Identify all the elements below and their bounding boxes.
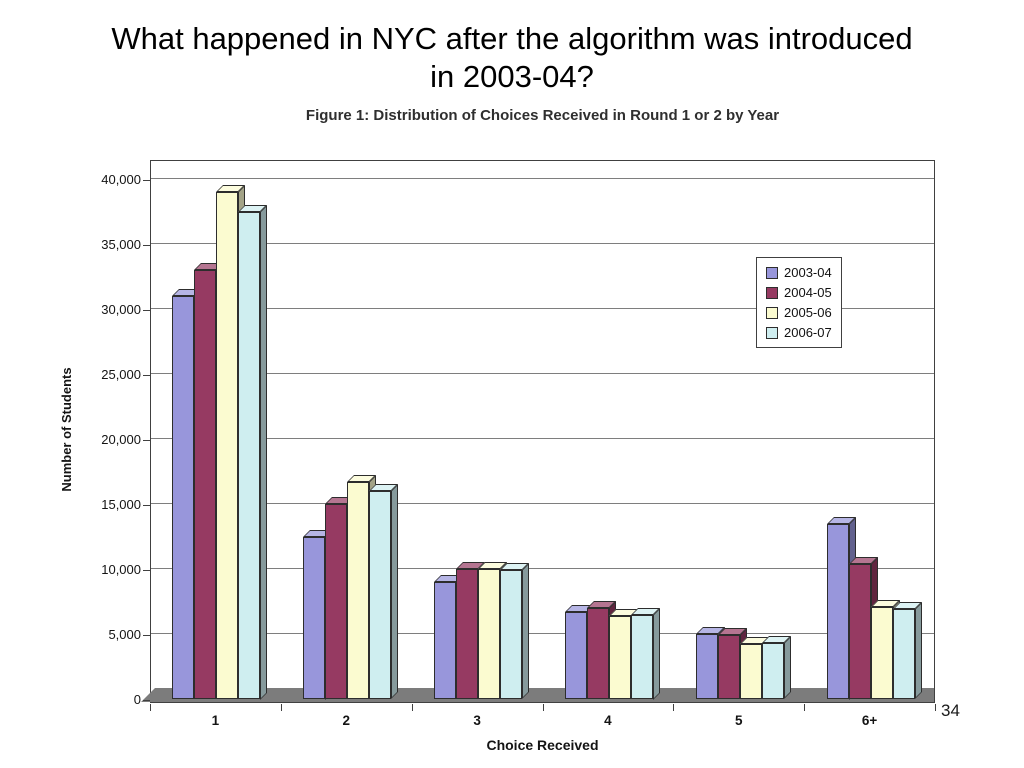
- bar-2003-04-choice-1: [172, 296, 195, 699]
- y-tick-label: 40,000: [101, 172, 141, 187]
- x-category-label: 1: [211, 713, 220, 728]
- gridline: [151, 438, 934, 439]
- legend-item-2004-05: 2004-05: [766, 285, 832, 300]
- gridline: [151, 633, 934, 634]
- y-tick-label: 15,000: [101, 497, 141, 512]
- y-tick-label: 10,000: [101, 562, 141, 577]
- bar-2003-04-choice-4: [564, 611, 587, 699]
- y-tick-mark: [143, 505, 150, 506]
- slide-title-line1: What happened in NYC after the algorithm…: [111, 21, 913, 56]
- bar-2003-04-choice-6+: [826, 523, 849, 699]
- gridline: [151, 568, 934, 569]
- bar-2003-04-choice-2: [303, 536, 326, 699]
- bar-2004-05-choice-5: [717, 635, 740, 699]
- bar-side-2006-07-choice-5: [783, 636, 791, 699]
- bar-side-2006-07-choice-4: [652, 607, 660, 699]
- page-number: 34: [941, 701, 960, 720]
- x-category-label: 2: [342, 713, 350, 728]
- y-tick-mark: [143, 375, 150, 376]
- x-category-label: 3: [473, 713, 481, 728]
- bar-2005-06-choice-1: [216, 192, 239, 699]
- y-tick-mark: [143, 245, 150, 246]
- gridline: [151, 503, 934, 504]
- y-tick-mark: [143, 440, 150, 441]
- y-tick-mark: [143, 700, 150, 701]
- bar-2004-05-choice-3: [456, 569, 479, 699]
- bar-side-2006-07-choice-1: [260, 204, 268, 699]
- bar-2006-07-choice-5: [761, 643, 784, 699]
- x-tick-mark: [673, 704, 675, 711]
- plot-area: 2003-04 2004-05 2005-06 2006-07: [141, 160, 935, 703]
- y-tick-label: 20,000: [101, 432, 141, 447]
- x-category-label: 6+: [861, 713, 878, 728]
- legend-swatch-2005-06: [766, 306, 778, 319]
- legend-label: 2003-04: [784, 265, 832, 280]
- legend-label: 2006-07: [784, 325, 832, 340]
- bar-2005-06-choice-4: [608, 615, 631, 699]
- chart-figure: Figure 1: Distribution of Choices Receiv…: [55, 95, 960, 760]
- bar-2006-07-choice-3: [500, 570, 523, 699]
- x-tick-mark: [280, 704, 282, 711]
- gridline: [151, 178, 934, 179]
- y-tick-mark: [143, 180, 150, 181]
- bar-2005-06-choice-5: [739, 644, 762, 699]
- x-tick-mark: [150, 704, 151, 711]
- legend-item-2005-06: 2005-06: [766, 305, 832, 320]
- bar-2004-05-choice-1: [194, 270, 217, 699]
- x-axis-title: Choice Received: [486, 737, 599, 753]
- bar-side-2006-07-choice-2: [391, 484, 399, 699]
- legend-swatch-2003-04: [766, 266, 778, 279]
- legend-swatch-2006-07: [766, 326, 778, 339]
- x-category-label: 5: [734, 713, 743, 728]
- legend-swatch-2004-05: [766, 286, 778, 299]
- bar-2003-04-choice-5: [695, 634, 718, 699]
- x-tick-mark: [935, 704, 936, 711]
- y-tick-label: 30,000: [101, 302, 141, 317]
- bar-2004-05-choice-4: [586, 608, 609, 699]
- bar-2006-07-choice-6+: [892, 609, 915, 699]
- x-tick-mark: [804, 704, 806, 711]
- legend-label: 2004-05: [784, 285, 832, 300]
- bar-side-2006-07-choice-3: [522, 563, 530, 699]
- bar-2006-07-choice-4: [630, 614, 653, 699]
- gridline: [151, 373, 934, 374]
- legend-item-2006-07: 2006-07: [766, 325, 832, 340]
- y-tick-mark: [143, 310, 150, 311]
- legend: 2003-04 2004-05 2005-06 2006-07: [756, 257, 842, 348]
- x-tick-mark: [411, 704, 413, 711]
- slide-title: What happened in NYC after the algorithm…: [0, 20, 1024, 96]
- bar-side-2006-07-choice-6+: [914, 602, 922, 699]
- legend-label: 2005-06: [784, 305, 832, 320]
- bar-2004-05-choice-6+: [848, 563, 871, 699]
- bar-2004-05-choice-2: [325, 504, 348, 699]
- slide-title-line2: in 2003-04?: [430, 59, 594, 94]
- y-tick-label: 25,000: [101, 367, 141, 382]
- y-tick-label: 0: [133, 692, 141, 707]
- gridline: [151, 243, 934, 244]
- bar-2005-06-choice-6+: [870, 606, 893, 699]
- bar-2006-07-choice-1: [238, 211, 261, 699]
- bar-2005-06-choice-2: [347, 481, 370, 699]
- legend-item-2003-04: 2003-04: [766, 265, 832, 280]
- bar-2003-04-choice-3: [434, 582, 457, 699]
- x-category-label: 4: [604, 713, 612, 728]
- chart-title: Figure 1: Distribution of Choices Receiv…: [305, 107, 780, 124]
- y-tick-label: 5,000: [108, 627, 141, 642]
- bar-2005-06-choice-3: [478, 569, 501, 699]
- y-tick-mark: [143, 635, 150, 636]
- y-tick-mark: [143, 570, 150, 571]
- x-tick-mark: [542, 704, 544, 711]
- gridline: [151, 308, 934, 309]
- bar-2006-07-choice-2: [369, 491, 392, 699]
- y-tick-label: 35,000: [101, 237, 141, 252]
